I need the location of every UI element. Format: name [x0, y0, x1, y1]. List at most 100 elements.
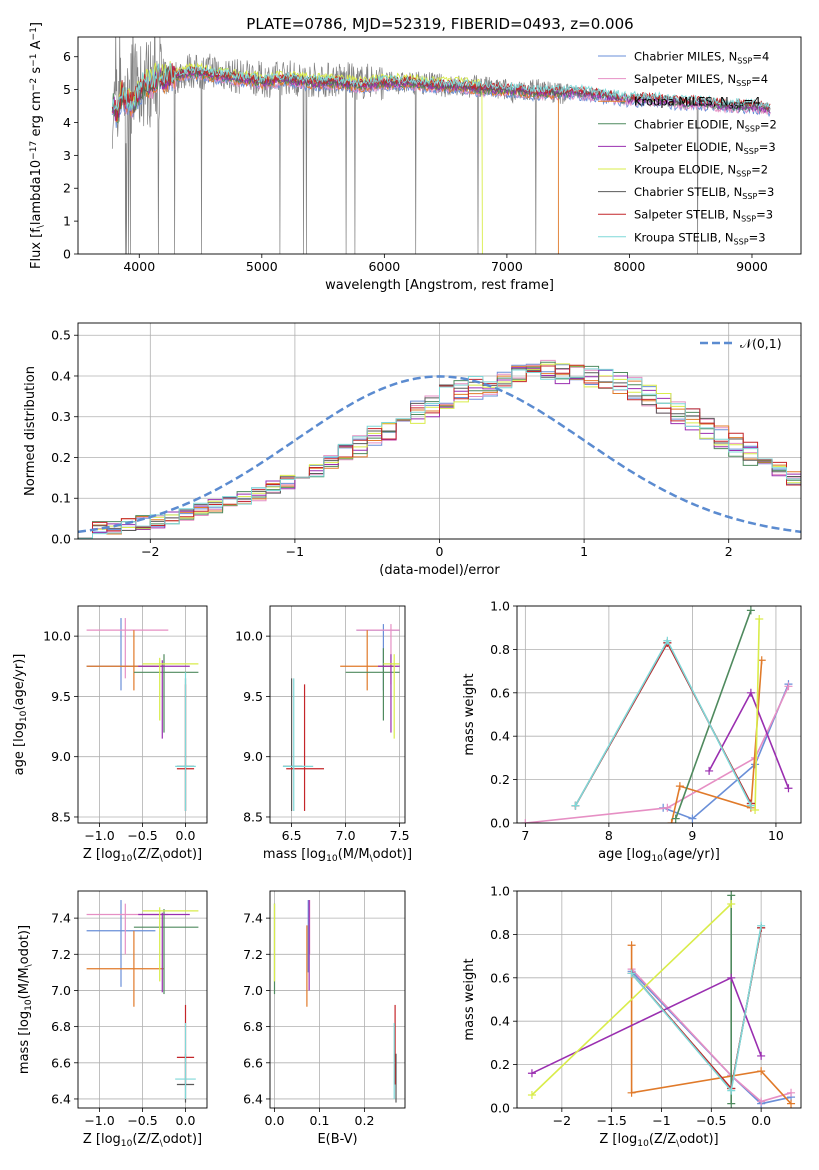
weight-vs-z-axes-series-point-1-2 — [757, 1097, 766, 1106]
figure-title: PLATE=0786, MJD=52319, FIBERID=0493, z=0… — [246, 15, 633, 33]
spectrum-axes-ytick-label-2: 2 — [63, 181, 71, 196]
weight-vs-age-axes-series-point-4-0 — [705, 766, 714, 775]
spectrum-axes-ytick-label-5: 5 — [63, 82, 71, 97]
mass-vs-ebv-axes-ytick-label-5: 7.4 — [243, 911, 263, 926]
weight-vs-age-axes-series-point-3-0 — [671, 814, 680, 823]
age-vs-z-axes-xtick-label-1: −0.5 — [127, 828, 157, 843]
spectrum-model-line-8 — [111, 62, 771, 112]
weight-vs-age-axes-series-point-8-0 — [571, 801, 580, 810]
weight-vs-z-axes-series-point-5-0 — [527, 1090, 536, 1099]
weight-vs-age-axes-xtick-label-1: 8 — [605, 828, 613, 843]
age-vs-z-axes: −1.0 −0.5 0.0 8.5 9.0 9.5 10.0 Z [log10(Z/Z\odo… — [12, 605, 208, 864]
mass-vs-z-axes-plot-area — [86, 900, 199, 1103]
spectrum-axes-xtick-label-4: 8000 — [614, 259, 646, 274]
age-vs-mass-axes-frame — [269, 605, 406, 824]
age-vs-z-axes-cross-1 — [86, 618, 169, 679]
residuals-axes-ytick-label-5: 0.5 — [51, 328, 71, 343]
weight-vs-z-axes-frame — [516, 890, 802, 1109]
age-vs-mass-axes: 6.5 7.0 7.5 8.5 9.0 9.5 10.0 mass [log10(M/M\od… — [235, 605, 412, 864]
residuals-axes-ylabel: Normed distribution — [23, 366, 38, 496]
weight-vs-z-axes-xtick-label-3: −0.5 — [696, 1113, 726, 1128]
mass-vs-ebv-axes-ytick-label-4: 7.2 — [243, 947, 263, 962]
mass-vs-z-axes: −1.0 −0.5 0.0 6.4 6.6 6.8 7.0 7.2 7.4 Z [log10(Z/… — [17, 890, 208, 1149]
residuals-legend: 𝒩(0,1) — [700, 336, 782, 351]
mass-vs-z-axes-ytick-label-3: 7.0 — [51, 983, 71, 998]
residuals-axes-xtick-label-3: 1 — [580, 544, 588, 559]
age-vs-z-axes-ytick-label-0: 8.5 — [51, 809, 71, 824]
age-vs-z-axes-xtick-label-2: 0.0 — [176, 828, 196, 843]
legend-label-5: Kroupa ELODIE, NSSP=2 — [634, 163, 768, 179]
age-vs-mass-axes-xtick-label-0: 6.5 — [282, 828, 302, 843]
age-vs-mass-axes-xtick-label-1: 7.0 — [336, 828, 356, 843]
age-vs-z-axes-xlabel: Z [log10(Z/Z\odot)] — [83, 847, 202, 864]
weight-vs-age-axes-ytick-label-4: 0.8 — [490, 642, 510, 657]
mass-vs-z-axes-xtick-label-1: −0.5 — [127, 1113, 157, 1128]
age-vs-mass-axes-xlabel: mass [log10(M/M\odot)] — [263, 847, 412, 864]
normal-distribution-curve — [78, 375, 801, 534]
weight-vs-age-axes-series-point-5-1 — [755, 615, 764, 624]
residuals-legend-label: 𝒩(0,1) — [740, 336, 782, 351]
age-vs-mass-axes-cross-5 — [383, 654, 400, 739]
residuals-axes-ytick-label-2: 0.2 — [51, 450, 71, 465]
weight-vs-z-axes-series-line-2 — [630, 945, 792, 1105]
age-vs-mass-axes-ytick-label-2: 9.5 — [243, 689, 263, 704]
weight-vs-age-axes-frame — [516, 605, 802, 824]
residuals-axes-plot-area — [78, 359, 801, 539]
mass-vs-z-axes-ytick-label-5: 7.4 — [51, 911, 71, 926]
mass-vs-z-axes-xtick-label-0: −1.0 — [84, 1113, 114, 1128]
spectrum-axes-ytick-label-1: 1 — [63, 214, 71, 229]
weight-vs-age-axes-ytick-label-5: 1.0 — [490, 599, 510, 614]
mass-vs-z-axes-cross-3 — [133, 909, 199, 995]
weight-vs-z-axes-series-point-1-3 — [787, 1088, 796, 1097]
age-vs-mass-axes-cross-7 — [286, 684, 324, 811]
weight-vs-age-axes-series-line-5 — [754, 618, 760, 811]
age-vs-mass-axes-plot-area — [282, 624, 400, 811]
weight-vs-age-axes-xtick-label-0: 7 — [521, 828, 529, 843]
weight-vs-age-axes-series-point-4-2 — [784, 784, 793, 793]
legend-label-0: Chabrier MILES, NSSP=4 — [634, 50, 769, 66]
weight-vs-age-axes-ytick-label-3: 0.6 — [490, 685, 510, 700]
legend-label-6: Chabrier STELIB, NSSP=3 — [634, 185, 774, 201]
legend-label-7: Salpeter STELIB, NSSP=3 — [634, 208, 773, 224]
weight-vs-age-axes: 7 8 9 10 0.0 0.2 0.4 0.6 0.8 1.0 age [log10(age/yr… — [462, 599, 802, 864]
weight-vs-age-axes-series-point-0-1 — [688, 814, 697, 823]
weight-vs-age-axes-series-line-3 — [674, 610, 752, 819]
age-vs-z-axes-cross-4 — [138, 660, 190, 739]
mass-vs-ebv-axes-frame — [269, 890, 406, 1109]
age-vs-z-axes-ylabel: age [log10(age/yr)] — [12, 654, 29, 776]
age-vs-z-axes-cross-8 — [175, 672, 196, 811]
weight-vs-age-axes-series-point-3-1 — [746, 606, 755, 615]
residuals-axes-ytick-label-1: 0.1 — [51, 491, 71, 506]
spectrum-axes-ylabel: Flux [f\lambda10−17 erg cm−2 s−1 A−1] — [29, 22, 46, 269]
weight-vs-age-axes-series-line-1 — [525, 685, 790, 823]
mass-vs-ebv-axes-xtick-label-0: 0.0 — [265, 1113, 285, 1128]
weight-vs-z-axes-series-point-4-0 — [527, 1069, 536, 1078]
mass-vs-ebv-axes-xtick-label-2: 0.2 — [355, 1113, 375, 1128]
weight-vs-z-axes-plot-area — [527, 891, 796, 1108]
mass-vs-ebv-axes-plot-area — [273, 900, 397, 1103]
residuals-axes-xtick-label-1: −1 — [286, 544, 304, 559]
weight-vs-age-axes-series-point-8-1 — [663, 636, 672, 645]
weight-vs-z-axes-ytick-label-1: 0.2 — [490, 1057, 510, 1072]
weight-vs-z-axes-series-point-3-1 — [727, 891, 736, 900]
weight-vs-z-axes-series-point-5-1 — [727, 900, 736, 909]
mass-vs-z-axes-cross-2 — [86, 930, 164, 1007]
weight-vs-z-axes-ytick-label-3: 0.6 — [490, 970, 510, 985]
mass-vs-z-axes-ytick-label-4: 7.2 — [51, 947, 71, 962]
mass-vs-z-axes-ytick-label-2: 6.8 — [51, 1019, 71, 1034]
mass-vs-z-axes-xtick-label-2: 0.0 — [176, 1113, 196, 1128]
spectrum-axes-plot-area — [111, 37, 771, 254]
age-vs-z-axes-xtick-label-0: −1.0 — [84, 828, 114, 843]
age-vs-mass-axes-ytick-label-0: 8.5 — [243, 809, 263, 824]
weight-vs-z-axes-series-line-5 — [531, 903, 732, 1096]
age-vs-mass-axes-background — [270, 606, 405, 823]
spectrum-axes-xlabel: wavelength [Angstrom, rest frame] — [325, 278, 554, 293]
legend-label-2: Kroupa MILES, NSSP=4 — [634, 95, 761, 111]
weight-vs-age-axes-series-point-2-0 — [667, 819, 676, 823]
mass-vs-z-axes-ytick-label-1: 6.6 — [51, 1055, 71, 1070]
spectrum-axes-ytick-label-3: 3 — [63, 148, 71, 163]
weight-vs-z-axes-series-point-8-1 — [727, 1086, 736, 1095]
residuals-axes-ytick-label-3: 0.3 — [51, 409, 71, 424]
weight-vs-z-axes-xtick-label-0: −2 — [553, 1113, 571, 1128]
